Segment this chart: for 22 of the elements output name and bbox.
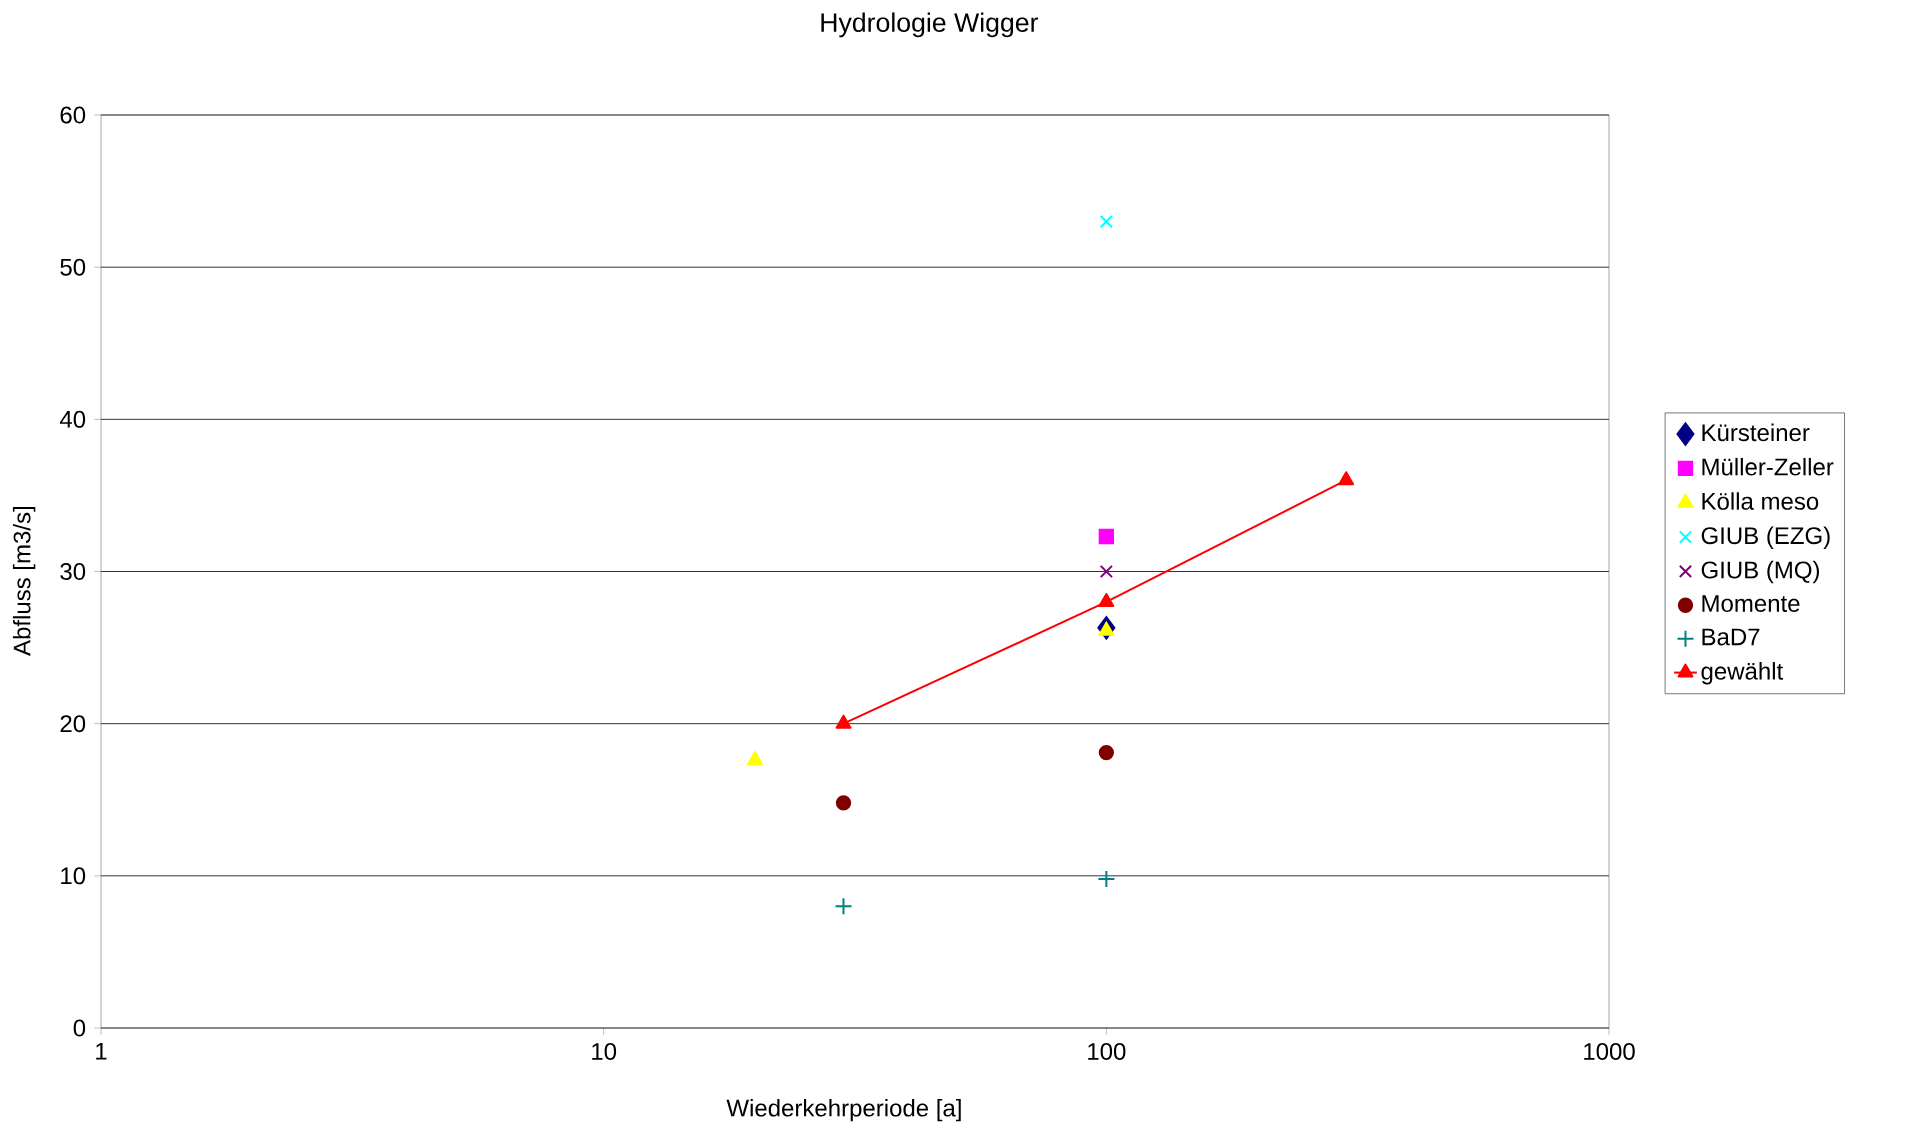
x-tick-label: 10	[592, 1042, 617, 1060]
y-tick-label: 30	[60, 562, 86, 580]
legend-label: BaD7	[1702, 628, 1760, 646]
x-tick-label: 1	[96, 1042, 107, 1060]
legend-label: Müller-Zeller	[1702, 457, 1834, 476]
y-tick-label: 40	[59, 410, 86, 428]
y-tick-label: 0	[73, 1019, 86, 1037]
legend-label: gewählt	[1701, 662, 1784, 685]
y-tick-label: 60	[60, 106, 86, 124]
x-axis-title: Wiederkehrperiode [a]	[726, 1098, 961, 1122]
y-tick-label: 20	[60, 715, 86, 733]
x-tick-label: 1000	[1584, 1042, 1635, 1060]
x-tick-label: 100	[1088, 1042, 1126, 1060]
y-axis-title: Abfluss [m3/s]	[12, 507, 36, 656]
y-tick-label: 50	[60, 258, 86, 276]
legend-label: Kölla meso	[1702, 492, 1819, 510]
y-tick-label: 10	[61, 867, 86, 885]
legend-label: GIUB (EZG)	[1701, 526, 1830, 549]
legend-label: Kürsteiner	[1702, 423, 1810, 442]
legend-label: Momente	[1702, 595, 1800, 612]
legend-label: GIUB (MQ)	[1701, 560, 1820, 584]
chart-title: Hydrologie Wigger	[821, 12, 1039, 38]
